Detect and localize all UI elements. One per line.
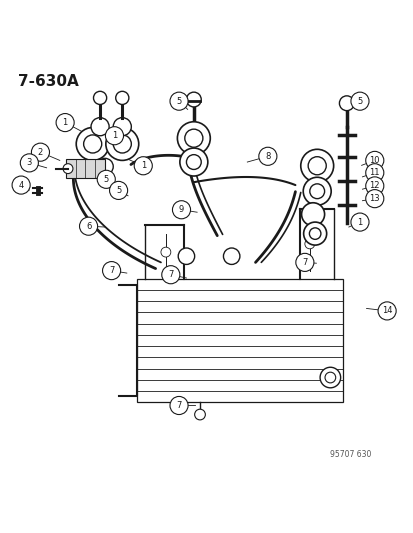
Circle shape: [106, 127, 138, 160]
Circle shape: [134, 157, 152, 175]
Text: 7: 7: [301, 258, 307, 267]
Circle shape: [309, 184, 324, 199]
Circle shape: [350, 213, 368, 231]
Circle shape: [365, 164, 383, 182]
Circle shape: [309, 228, 320, 239]
Circle shape: [304, 239, 314, 249]
Text: 5: 5: [116, 186, 121, 195]
Circle shape: [115, 91, 128, 104]
Circle shape: [194, 409, 205, 420]
Text: 95707 630: 95707 630: [330, 450, 371, 459]
Circle shape: [179, 148, 207, 176]
Text: 2: 2: [38, 148, 43, 157]
Text: 7-630A: 7-630A: [18, 74, 78, 89]
Circle shape: [109, 181, 127, 199]
Circle shape: [339, 96, 354, 111]
Circle shape: [91, 118, 109, 136]
Circle shape: [301, 203, 324, 226]
Circle shape: [178, 248, 194, 264]
Circle shape: [105, 127, 123, 145]
Text: 5: 5: [176, 96, 181, 106]
Text: 1: 1: [356, 217, 362, 227]
Circle shape: [295, 253, 313, 271]
Bar: [66, 159, 105, 177]
Circle shape: [186, 155, 201, 169]
Circle shape: [324, 372, 335, 383]
Circle shape: [302, 177, 330, 205]
Circle shape: [170, 397, 188, 415]
Circle shape: [113, 135, 131, 153]
Circle shape: [20, 154, 38, 172]
Circle shape: [93, 91, 107, 104]
Circle shape: [113, 118, 131, 136]
Circle shape: [177, 122, 210, 155]
Text: 5: 5: [356, 96, 362, 106]
Circle shape: [97, 158, 113, 175]
Text: 4: 4: [19, 181, 24, 190]
Circle shape: [56, 114, 74, 132]
Text: 11: 11: [369, 168, 379, 177]
Text: 12: 12: [369, 181, 379, 190]
Circle shape: [102, 262, 120, 280]
Circle shape: [184, 129, 202, 147]
Circle shape: [83, 135, 102, 153]
Text: 7: 7: [168, 270, 173, 279]
Circle shape: [31, 143, 50, 161]
Circle shape: [63, 164, 73, 174]
Circle shape: [307, 157, 325, 175]
Text: 9: 9: [178, 205, 184, 214]
Circle shape: [365, 190, 383, 208]
Circle shape: [365, 151, 383, 169]
Text: 1: 1: [112, 131, 117, 140]
Circle shape: [365, 177, 383, 195]
Text: 1: 1: [62, 118, 68, 127]
Circle shape: [258, 147, 276, 165]
Circle shape: [186, 92, 201, 107]
Text: 6: 6: [85, 222, 91, 231]
Circle shape: [12, 176, 30, 194]
Circle shape: [161, 247, 171, 257]
Circle shape: [300, 149, 333, 182]
Text: 8: 8: [265, 152, 270, 161]
Circle shape: [172, 201, 190, 219]
Text: 10: 10: [369, 156, 379, 165]
Circle shape: [303, 222, 326, 245]
Circle shape: [76, 127, 109, 160]
Text: 5: 5: [103, 175, 109, 184]
Text: 1: 1: [140, 161, 145, 170]
Circle shape: [223, 248, 239, 264]
Circle shape: [319, 367, 340, 388]
Text: 3: 3: [26, 158, 32, 167]
Circle shape: [97, 170, 115, 188]
Circle shape: [79, 217, 97, 235]
Circle shape: [350, 92, 368, 110]
Bar: [137, 279, 342, 402]
Circle shape: [377, 302, 395, 320]
Text: 13: 13: [368, 194, 379, 203]
Text: 7: 7: [109, 266, 114, 275]
Circle shape: [170, 92, 188, 110]
Text: 7: 7: [176, 401, 181, 410]
Circle shape: [161, 265, 179, 284]
Text: 14: 14: [381, 306, 392, 316]
